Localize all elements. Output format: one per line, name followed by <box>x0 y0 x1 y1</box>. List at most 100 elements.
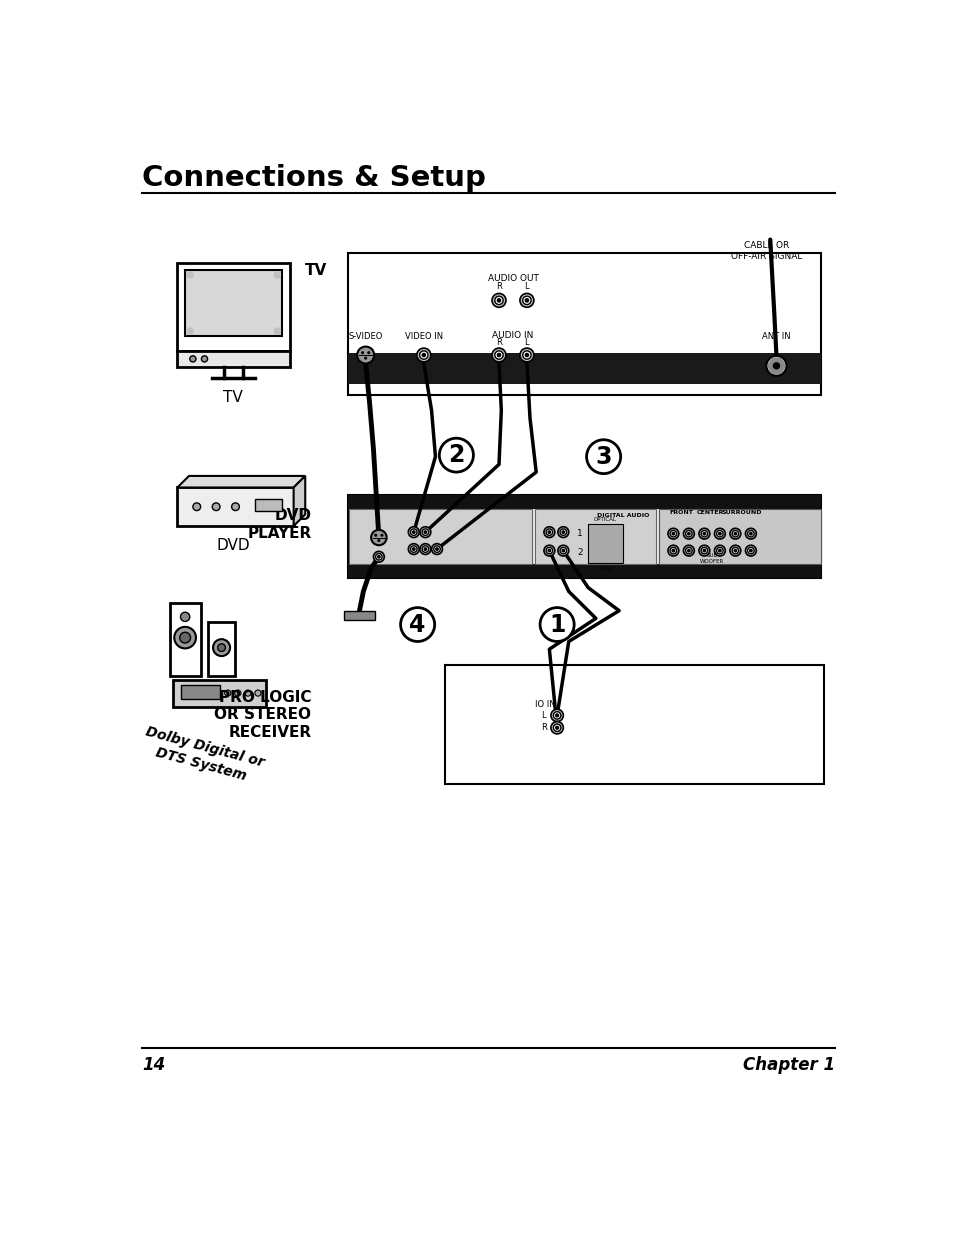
Circle shape <box>174 627 195 648</box>
Bar <box>177 351 290 367</box>
Circle shape <box>232 503 239 510</box>
Circle shape <box>419 351 428 359</box>
Circle shape <box>714 528 724 539</box>
Text: COAX: COAX <box>597 566 612 571</box>
Circle shape <box>718 549 720 551</box>
Text: 2: 2 <box>448 444 464 467</box>
Circle shape <box>412 548 415 550</box>
Text: DIGITAL AUDIO: DIGITAL AUDIO <box>597 513 648 518</box>
Circle shape <box>439 439 473 472</box>
Text: L: L <box>524 338 529 347</box>
Circle shape <box>180 612 190 622</box>
Circle shape <box>408 527 418 538</box>
Circle shape <box>561 549 564 551</box>
Circle shape <box>545 548 552 554</box>
Circle shape <box>718 533 720 535</box>
Text: 1: 1 <box>577 529 582 538</box>
Circle shape <box>497 353 500 357</box>
Circle shape <box>419 527 431 538</box>
Circle shape <box>729 528 740 539</box>
Circle shape <box>667 545 679 556</box>
Circle shape <box>744 545 756 556</box>
Circle shape <box>561 530 564 534</box>
Text: TV: TV <box>223 390 243 405</box>
Circle shape <box>547 549 550 551</box>
Circle shape <box>539 607 574 642</box>
Circle shape <box>400 607 435 642</box>
Circle shape <box>186 327 193 335</box>
Text: VIDEO IN: VIDEO IN <box>404 332 442 341</box>
Text: CABLE OR
OFF-AIR SIGNAL: CABLE OR OFF-AIR SIGNAL <box>730 242 801 261</box>
Circle shape <box>682 528 694 539</box>
Bar <box>173 680 266 707</box>
Circle shape <box>373 551 384 563</box>
Text: 1: 1 <box>548 612 565 637</box>
Bar <box>535 509 655 565</box>
Circle shape <box>669 530 676 536</box>
Bar <box>348 253 820 395</box>
Circle shape <box>419 544 431 555</box>
Circle shape <box>371 530 386 545</box>
Circle shape <box>492 294 505 307</box>
Circle shape <box>375 554 382 560</box>
Circle shape <box>716 530 722 536</box>
Text: PRO LOGIC
OR STEREO
RECEIVER: PRO LOGIC OR STEREO RECEIVER <box>214 690 311 740</box>
Circle shape <box>671 549 674 551</box>
Circle shape <box>699 528 709 539</box>
Circle shape <box>274 327 281 335</box>
Circle shape <box>667 528 679 539</box>
Bar <box>344 611 375 620</box>
Circle shape <box>749 533 752 535</box>
Circle shape <box>687 533 690 535</box>
Circle shape <box>550 709 562 721</box>
Circle shape <box>377 539 379 541</box>
Circle shape <box>193 503 200 510</box>
Circle shape <box>423 548 426 550</box>
Circle shape <box>558 545 568 556</box>
Text: R: R <box>541 724 547 732</box>
Text: R: R <box>496 338 501 347</box>
Circle shape <box>519 348 534 362</box>
Text: 14: 14 <box>142 1056 166 1074</box>
Circle shape <box>682 545 694 556</box>
Circle shape <box>716 548 722 554</box>
Polygon shape <box>294 476 305 527</box>
Circle shape <box>524 299 528 302</box>
Bar <box>208 622 235 676</box>
Circle shape <box>524 353 528 357</box>
Text: ANT IN: ANT IN <box>761 332 790 341</box>
Circle shape <box>543 527 555 538</box>
Circle shape <box>733 549 736 551</box>
Circle shape <box>731 548 738 554</box>
Circle shape <box>377 555 380 558</box>
Circle shape <box>749 549 752 551</box>
Circle shape <box>356 347 374 363</box>
Circle shape <box>555 714 558 717</box>
Bar <box>254 499 282 510</box>
Circle shape <box>186 271 193 279</box>
Circle shape <box>410 546 416 553</box>
Bar <box>170 603 200 676</box>
Text: OPTICAL: OPTICAL <box>593 517 616 522</box>
Text: R: R <box>496 282 501 291</box>
Circle shape <box>416 348 431 362</box>
Text: DVD: DVD <box>216 538 250 553</box>
Circle shape <box>434 546 439 553</box>
Circle shape <box>201 356 208 362</box>
Text: AUDIO OUT: AUDIO OUT <box>487 274 537 284</box>
Text: CENTER: CENTER <box>696 510 723 515</box>
Text: Dolby Digital or
DTS System: Dolby Digital or DTS System <box>140 725 266 787</box>
Circle shape <box>212 503 220 510</box>
Text: 2: 2 <box>577 548 582 556</box>
Circle shape <box>213 639 230 657</box>
Text: 3: 3 <box>595 445 611 468</box>
Circle shape <box>559 548 566 554</box>
Circle shape <box>224 690 231 696</box>
Circle shape <box>543 545 555 556</box>
Polygon shape <box>177 476 305 487</box>
Circle shape <box>522 296 531 305</box>
Circle shape <box>375 534 376 536</box>
Text: SUB
WOOFER: SUB WOOFER <box>700 553 723 564</box>
Bar <box>185 270 282 336</box>
Circle shape <box>702 533 705 535</box>
